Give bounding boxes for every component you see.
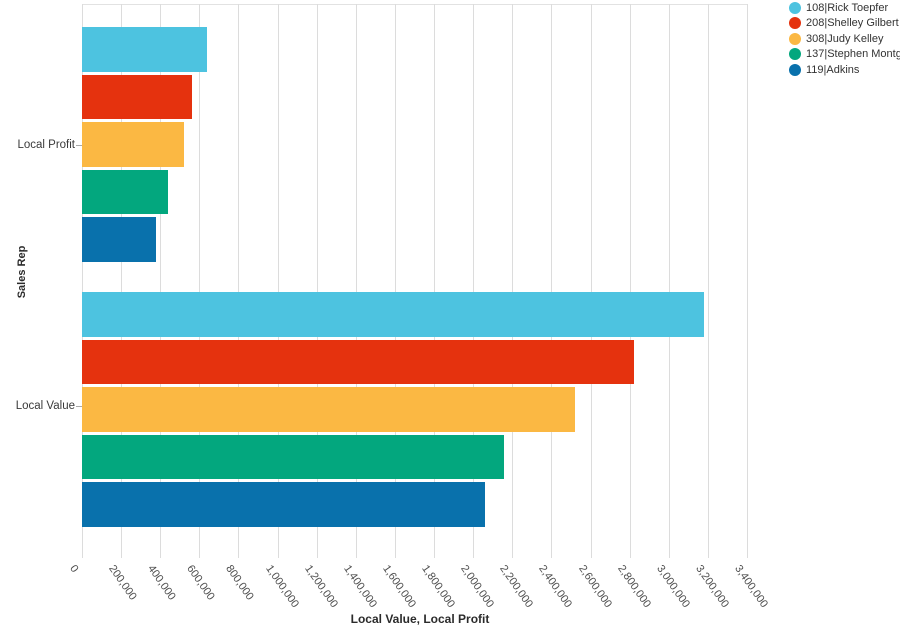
x-tick-label: 2,000,000 (458, 563, 497, 610)
legend-label: 137|Stephen Montg (806, 48, 900, 61)
gridline (82, 4, 83, 558)
category-tick-local-value (76, 406, 82, 407)
legend-item-1[interactable]: 208|Shelley Gilbert (789, 16, 900, 32)
gridline (668, 4, 670, 558)
x-tick-label: 2,800,000 (614, 563, 653, 610)
bar-local-value-series-1[interactable] (82, 339, 634, 385)
legend: 108|Rick Toepfer 208|Shelley Gilbert 308|J… (789, 0, 900, 78)
bar-local-profit-series-0[interactable] (82, 27, 208, 72)
bar-local-value-series-4[interactable] (82, 482, 485, 527)
legend-label: 119|Adkins (806, 63, 860, 76)
x-tick-label: 800,000 (223, 563, 257, 603)
x-tick-label: 1,000,000 (262, 563, 301, 610)
x-tick-label: 1,200,000 (301, 563, 340, 610)
x-tick-label: 0 (67, 563, 81, 575)
gridline (551, 4, 553, 558)
plot-top-border (82, 4, 747, 5)
bar-local-value-series-0[interactable] (82, 292, 704, 337)
gridline (473, 4, 475, 558)
gridline (434, 4, 436, 558)
x-axis-title: Local Value, Local Profit (350, 612, 490, 626)
bar-local-profit-series-4[interactable] (82, 217, 157, 262)
gridline (590, 4, 592, 558)
bar-local-profit-series-2[interactable] (82, 122, 184, 167)
legend-item-3[interactable]: 137|Stephen Montg (789, 47, 900, 63)
gridline (316, 4, 318, 558)
x-tick-label: 3,200,000 (693, 563, 731, 610)
gridline (277, 4, 279, 558)
legend-color-dot (789, 32, 801, 45)
category-label-local-profit: Local Profit (17, 139, 75, 151)
x-tick-label: 2,600,000 (575, 563, 614, 610)
gridline (747, 4, 748, 558)
bar-local-profit-series-3[interactable] (82, 169, 169, 215)
x-tick-label: 200,000 (106, 563, 139, 603)
legend-item-0[interactable]: 108|Rick Toepfer (789, 0, 900, 16)
x-tick-label: 600,000 (184, 563, 218, 603)
legend-label: 208|Shelley Gilbert (806, 17, 899, 30)
gridline (707, 4, 709, 558)
gridline (394, 4, 396, 558)
y-axis-title: Sales Rep (16, 245, 28, 299)
bar-local-value-series-2[interactable] (82, 387, 575, 432)
x-tick-label: 400,000 (145, 563, 179, 603)
category-tick-local-profit (76, 145, 82, 146)
legend-color-dot (789, 48, 801, 61)
legend-label: 108|Rick Toepfer (806, 1, 889, 14)
x-tick-label: 3,000,000 (653, 563, 692, 610)
bar-local-value-series-3[interactable] (82, 434, 505, 480)
gridline (121, 4, 123, 558)
gridline (512, 4, 514, 558)
x-tick-label: 3,400,000 (732, 563, 771, 610)
legend-label: 308|Judy Kelley (806, 32, 884, 45)
gridline (199, 4, 201, 558)
gridline (238, 4, 240, 558)
legend-color-dot (789, 63, 801, 76)
gridline (355, 4, 357, 558)
bar-local-profit-series-1[interactable] (82, 74, 192, 120)
category-label-local-value: Local Value (15, 400, 75, 412)
gridline (160, 4, 162, 558)
x-tick-label: 1,800,000 (419, 563, 458, 610)
x-tick-label: 1,400,000 (340, 563, 379, 610)
legend-item-4[interactable]: 119|Adkins (789, 62, 900, 78)
x-tick-label: 2,200,000 (497, 563, 536, 610)
gridline (629, 4, 631, 558)
legend-color-dot (789, 1, 801, 14)
legend-color-dot (789, 17, 801, 30)
legend-item-2[interactable]: 308|Judy Kelley (789, 31, 900, 47)
x-tick-label: 2,400,000 (536, 563, 575, 610)
x-tick-label: 1,600,000 (380, 563, 419, 610)
